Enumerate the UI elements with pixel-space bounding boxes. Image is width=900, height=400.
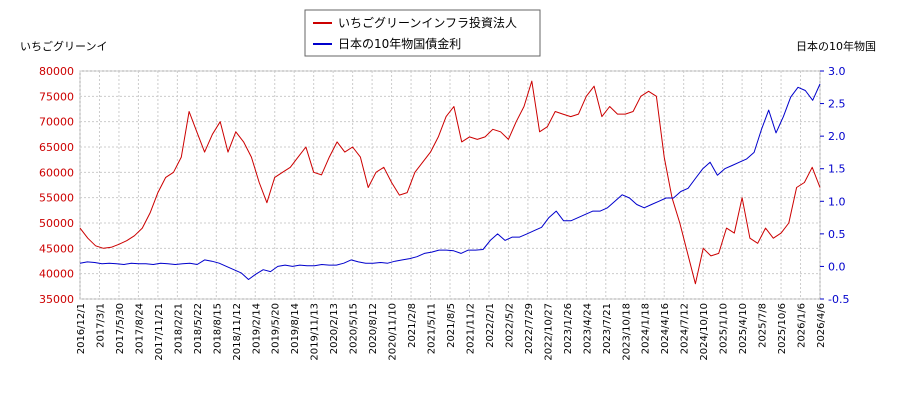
y-right-tick-label: 0.0 bbox=[828, 260, 846, 273]
x-tick-label: 2021/11/2 bbox=[465, 303, 476, 354]
y-left-tick-label: 45000 bbox=[39, 242, 74, 255]
x-tick-label: 2019/2/14 bbox=[251, 303, 262, 354]
x-tick-label: 2019/8/14 bbox=[290, 303, 301, 354]
grid bbox=[79, 70, 821, 300]
x-tick-label: 2023/4/24 bbox=[582, 303, 593, 354]
x-tick-label: 2026/4/6 bbox=[816, 303, 827, 348]
y-right-tick-label: 2.0 bbox=[828, 130, 846, 143]
y-right-tick-label: 1.0 bbox=[828, 195, 846, 208]
x-tick-label: 2020/5/15 bbox=[349, 303, 360, 354]
x-tick-label: 2024/4/16 bbox=[660, 303, 671, 354]
y-left-tick-label: 35000 bbox=[39, 293, 74, 306]
x-tick-label: 2021/8/5 bbox=[446, 303, 457, 348]
x-tick-label: 2023/7/21 bbox=[602, 303, 613, 354]
x-tick-label: 2021/5/11 bbox=[427, 303, 438, 354]
y-left-tick-label: 70000 bbox=[39, 116, 74, 129]
x-tick-label: 2022/2/1 bbox=[485, 303, 496, 348]
x-tick-label: 2022/5/2 bbox=[504, 303, 515, 348]
x-tick-label: 2017/11/21 bbox=[154, 303, 165, 361]
x-tick-label: 2019/5/20 bbox=[271, 303, 282, 354]
y-right-tick-label: 3.0 bbox=[828, 65, 846, 78]
x-tick-label: 2018/5/22 bbox=[193, 303, 204, 354]
x-tick-label: 2026/1/6 bbox=[797, 303, 808, 348]
y-left-tick-label: 65000 bbox=[39, 141, 74, 154]
legend-label-stock: いちごグリーンインフラ投資法人 bbox=[338, 15, 517, 30]
legend-box bbox=[304, 9, 541, 57]
x-tick-label: 2020/8/12 bbox=[368, 303, 379, 354]
y-left-tick-label: 60000 bbox=[39, 166, 74, 179]
series-line-1 bbox=[79, 83, 821, 280]
x-tick-label: 2025/10/6 bbox=[777, 303, 788, 354]
x-tick-label: 2025/7/8 bbox=[758, 303, 769, 348]
y-left-tick-label: 55000 bbox=[39, 192, 74, 205]
y-right-tick-label: 0.5 bbox=[828, 228, 846, 241]
x-tick-label: 2020/11/10 bbox=[388, 303, 399, 361]
legend-label-bond: 日本の10年物国債金利 bbox=[338, 36, 461, 51]
x-tick-label: 2017/5/30 bbox=[115, 303, 126, 354]
x-tick-label: 2024/7/12 bbox=[680, 303, 691, 354]
x-tick-label: 2018/2/21 bbox=[173, 303, 184, 354]
x-tick-label: 2025/4/10 bbox=[738, 303, 749, 354]
right-axis-title: 日本の10年物国 bbox=[796, 39, 876, 53]
legend: いちごグリーンインフラ投資法人 日本の10年物国債金利 bbox=[304, 9, 541, 57]
y-right-tick-label: -0.5 bbox=[828, 293, 849, 306]
y-right-tick-label: 1.5 bbox=[828, 163, 846, 176]
x-tick-label: 2017/8/24 bbox=[134, 303, 145, 354]
left-axis-title: いちごグリーンイ bbox=[20, 39, 107, 53]
x-tick-label: 2020/2/13 bbox=[329, 303, 340, 354]
y-left-tick-label: 40000 bbox=[39, 268, 74, 281]
series-line-0 bbox=[79, 80, 821, 285]
y-left-tick-label: 75000 bbox=[39, 90, 74, 103]
x-tick-label: 2022/10/27 bbox=[543, 303, 554, 361]
x-tick-label: 2019/11/13 bbox=[310, 303, 321, 361]
y-left-tick-label: 80000 bbox=[39, 65, 74, 78]
x-tick-label: 2024/1/18 bbox=[641, 303, 652, 354]
x-tick-label: 2018/8/15 bbox=[212, 303, 223, 354]
tick-layer: 80000 75000 70000 65000 60000 55000 50000 45000… bbox=[39, 65, 849, 361]
x-tick-label: 2018/11/12 bbox=[232, 303, 243, 361]
x-tick-label: 2024/10/10 bbox=[699, 303, 710, 361]
x-tick-label: 2023/10/18 bbox=[621, 303, 632, 361]
y-right-tick-label: 2.5 bbox=[828, 98, 846, 111]
x-tick-label: 2022/7/29 bbox=[524, 303, 535, 354]
series-layer bbox=[79, 80, 821, 285]
x-tick-label: 2023/1/26 bbox=[563, 303, 574, 354]
y-left-tick-label: 50000 bbox=[39, 217, 74, 230]
x-tick-label: 2021/2/8 bbox=[407, 303, 418, 348]
x-tick-label: 2017/3/1 bbox=[95, 303, 106, 348]
x-tick-label: 2016/12/1 bbox=[76, 303, 87, 354]
x-tick-label: 2025/1/10 bbox=[719, 303, 730, 354]
